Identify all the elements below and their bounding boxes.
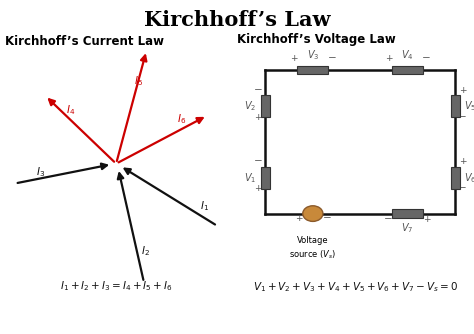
Text: Kirchhoff’s Current Law: Kirchhoff’s Current Law [5,34,164,47]
Text: $I_2$: $I_2$ [141,244,150,258]
Text: −: − [458,183,467,193]
Text: $I_1$: $I_1$ [200,199,209,213]
Bar [261,95,270,117]
Text: $V_2$: $V_2$ [244,99,256,113]
Text: +: + [254,184,262,193]
Text: +: + [423,215,430,224]
Text: $V_1$: $V_1$ [244,171,256,185]
Text: +: + [459,86,466,95]
Bar [392,209,423,218]
Bar [298,66,328,74]
Bar [392,66,423,74]
Text: −: − [254,156,262,166]
Text: $I_3$: $I_3$ [36,165,45,179]
Text: +: + [459,157,466,166]
Text: $V_5$: $V_5$ [464,99,474,113]
Ellipse shape [303,206,323,221]
Text: $V_7$: $V_7$ [401,221,414,235]
Text: $I_6$: $I_6$ [177,113,187,126]
Text: $I_4$: $I_4$ [66,103,75,117]
Text: $I_1 + I_2 + I_3 = I_4 + I_5 + I_6$: $I_1 + I_2 + I_3 = I_4 + I_5 + I_6$ [60,279,173,293]
Text: −: − [458,112,467,122]
Text: $V_6$: $V_6$ [464,171,474,185]
Text: +: + [290,54,298,63]
Text: $V_1 + V_2 + V_3 + V_4 + V_5 + V_6 + V_7 - V_s = 0$: $V_1 + V_2 + V_3 + V_4 + V_5 + V_6 + V_7… [253,280,458,294]
Text: +: + [385,54,392,63]
Text: Kirchhoff’s Law: Kirchhoff’s Law [144,10,330,30]
Text: −: − [422,53,431,63]
Text: −: − [254,85,262,95]
Text: $V_4$: $V_4$ [401,48,414,62]
Text: $I_5$: $I_5$ [135,74,144,89]
Text: Kirchhoff’s Voltage Law: Kirchhoff’s Voltage Law [237,33,396,46]
Bar [450,95,460,117]
Text: +: + [254,113,262,122]
Text: Voltage
source ($V_s$): Voltage source ($V_s$) [289,236,337,261]
Text: $V_3$: $V_3$ [307,48,319,62]
Text: −: − [328,53,336,63]
Text: −: − [384,214,393,224]
Text: −: − [323,213,331,223]
Bar [261,167,270,189]
Text: +: + [295,214,302,223]
Bar [450,167,460,189]
